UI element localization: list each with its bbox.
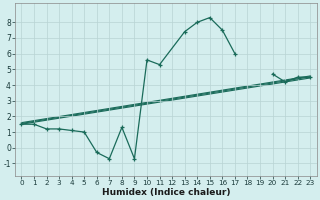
X-axis label: Humidex (Indice chaleur): Humidex (Indice chaleur) [101,188,230,197]
